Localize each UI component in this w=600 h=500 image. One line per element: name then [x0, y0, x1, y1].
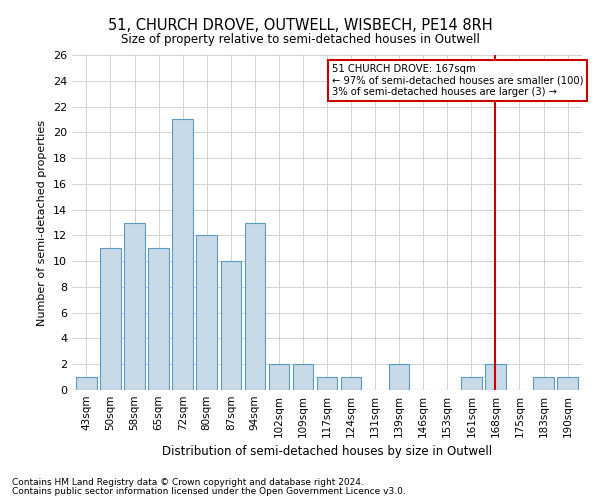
Text: Contains public sector information licensed under the Open Government Licence v3: Contains public sector information licen…: [12, 487, 406, 496]
Text: Size of property relative to semi-detached houses in Outwell: Size of property relative to semi-detach…: [121, 32, 479, 46]
Y-axis label: Number of semi-detached properties: Number of semi-detached properties: [37, 120, 47, 326]
Bar: [172, 120, 193, 390]
Bar: [124, 222, 145, 390]
Bar: [221, 261, 241, 390]
Bar: [533, 377, 554, 390]
Bar: [557, 377, 578, 390]
Bar: [341, 377, 361, 390]
Bar: [269, 364, 289, 390]
Bar: [245, 222, 265, 390]
Bar: [148, 248, 169, 390]
Bar: [389, 364, 409, 390]
X-axis label: Distribution of semi-detached houses by size in Outwell: Distribution of semi-detached houses by …: [162, 446, 492, 458]
Text: Contains HM Land Registry data © Crown copyright and database right 2024.: Contains HM Land Registry data © Crown c…: [12, 478, 364, 487]
Text: 51, CHURCH DROVE, OUTWELL, WISBECH, PE14 8RH: 51, CHURCH DROVE, OUTWELL, WISBECH, PE14…: [107, 18, 493, 32]
Bar: [485, 364, 506, 390]
Bar: [100, 248, 121, 390]
Bar: [196, 236, 217, 390]
Bar: [76, 377, 97, 390]
Bar: [317, 377, 337, 390]
Bar: [461, 377, 482, 390]
Bar: [293, 364, 313, 390]
Text: 51 CHURCH DROVE: 167sqm
← 97% of semi-detached houses are smaller (100)
3% of se: 51 CHURCH DROVE: 167sqm ← 97% of semi-de…: [332, 64, 583, 97]
